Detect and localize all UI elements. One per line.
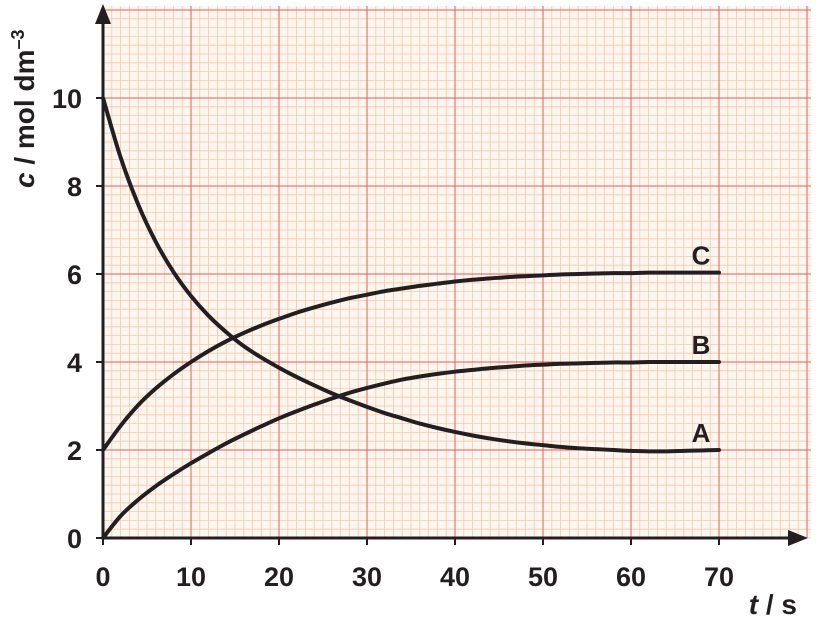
curve-a <box>101 96 721 454</box>
y-tick-label: 6 <box>67 260 82 290</box>
axes <box>95 4 808 546</box>
y-axis-unit: / mol dm <box>9 50 40 173</box>
curve-b <box>101 359 721 540</box>
x-axis-title: t / s <box>749 589 797 620</box>
x-axis-unit: / s <box>758 589 797 620</box>
x-tick-label: 0 <box>95 562 110 592</box>
x-axis-variable: t <box>749 589 760 620</box>
x-tick-label: 40 <box>440 562 470 592</box>
y-tick-label: 8 <box>67 172 82 202</box>
y-axis-title: c / mol dm–3 <box>8 29 40 188</box>
fine-grid <box>102 6 811 539</box>
x-tick-label: 20 <box>264 562 294 592</box>
curve-labels: A B C <box>692 241 711 448</box>
y-axis-unit-exponent: –3 <box>8 29 28 49</box>
tick-labels: 0 10 20 30 40 50 60 70 0 2 4 6 8 10 <box>52 84 734 592</box>
y-tick-label: 10 <box>52 84 82 114</box>
x-tick-label: 60 <box>616 562 646 592</box>
x-tick-label: 70 <box>704 562 734 592</box>
x-tick-label: 10 <box>176 562 206 592</box>
curve-label-b: B <box>692 330 711 360</box>
x-axis-arrow-icon <box>788 530 808 546</box>
curve-label-c: C <box>692 241 711 271</box>
major-grid <box>103 6 811 538</box>
curve-label-a: A <box>692 418 711 448</box>
curve-c <box>101 270 721 452</box>
y-axis-arrow-icon <box>95 4 111 24</box>
x-tick-label: 30 <box>352 562 382 592</box>
y-tick-label: 0 <box>67 524 82 554</box>
curves <box>101 96 721 540</box>
y-axis-variable: c <box>9 172 40 188</box>
y-tick-label: 4 <box>67 348 82 378</box>
y-tick-label: 2 <box>67 436 82 466</box>
x-tick-label: 50 <box>528 562 558 592</box>
